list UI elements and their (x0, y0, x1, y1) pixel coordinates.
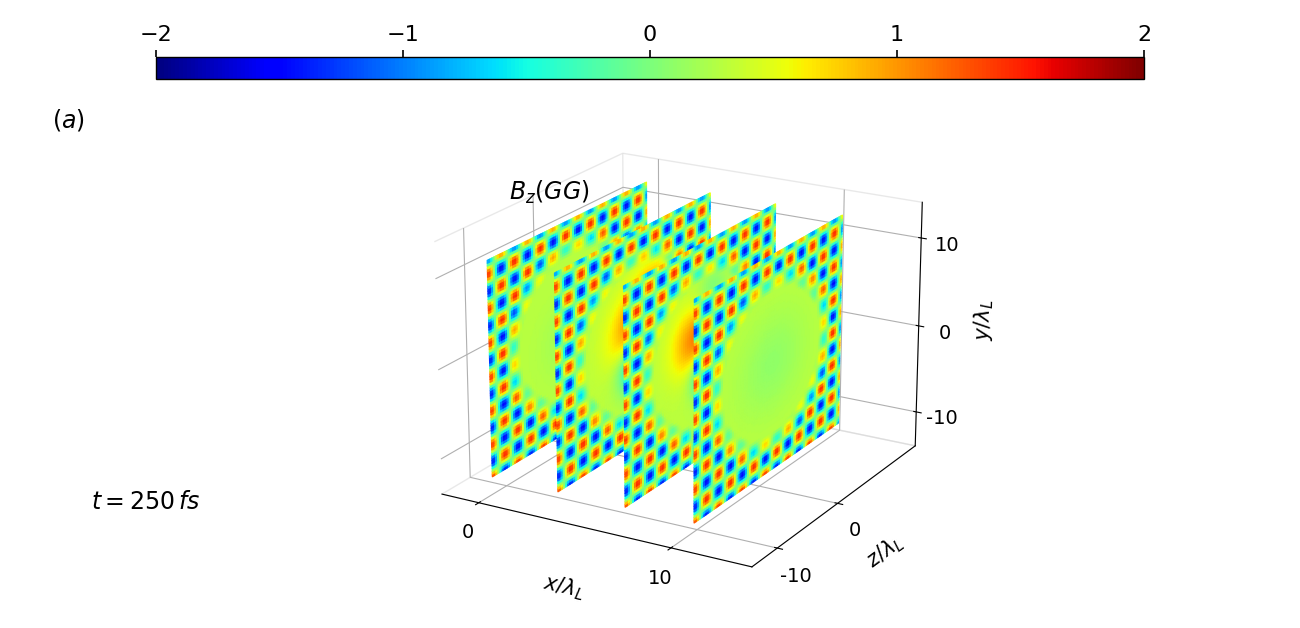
Y-axis label: $z/\lambda_L$: $z/\lambda_L$ (862, 530, 907, 573)
X-axis label: $x/\lambda_L$: $x/\lambda_L$ (541, 571, 586, 604)
Text: $(a)$: $(a)$ (52, 107, 84, 133)
Text: $t = 250\,fs$: $t = 250\,fs$ (91, 491, 200, 514)
